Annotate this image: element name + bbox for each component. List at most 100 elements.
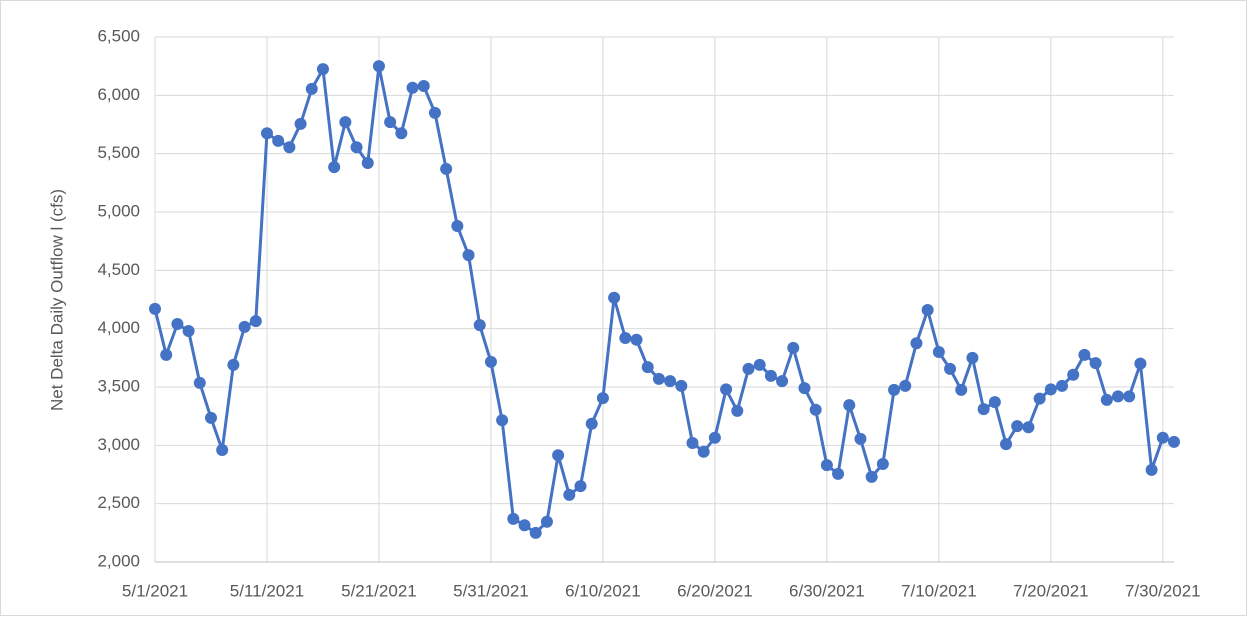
- marker: [249, 315, 262, 328]
- marker: [708, 431, 721, 444]
- marker: [1100, 393, 1113, 406]
- marker: [540, 515, 553, 528]
- x-tick-label: 5/31/2021: [453, 581, 529, 600]
- marker: [1011, 420, 1024, 433]
- marker: [518, 519, 531, 532]
- marker: [865, 470, 878, 483]
- marker: [1044, 383, 1057, 396]
- marker: [1056, 379, 1069, 392]
- marker: [283, 141, 296, 154]
- marker: [574, 480, 587, 493]
- marker: [305, 82, 318, 95]
- y-tick-label: 6,500: [97, 26, 140, 45]
- marker: [406, 81, 419, 94]
- y-tick-label: 3,500: [97, 376, 140, 395]
- marker: [787, 341, 800, 354]
- marker: [1022, 421, 1035, 434]
- marker: [238, 320, 251, 333]
- marker: [697, 445, 710, 458]
- marker: [1000, 438, 1013, 451]
- marker: [731, 404, 744, 417]
- marker: [171, 318, 184, 330]
- marker: [350, 141, 363, 154]
- marker: [260, 127, 273, 140]
- x-tick-label: 7/30/2021: [1125, 581, 1201, 600]
- marker: [921, 304, 934, 316]
- x-tick-label: 6/20/2021: [677, 581, 753, 600]
- marker: [417, 80, 430, 92]
- marker: [384, 116, 397, 129]
- y-tick-label: 4,000: [97, 318, 140, 337]
- marker: [216, 444, 229, 456]
- x-tick-label: 7/10/2021: [901, 581, 977, 600]
- x-tick-label: 5/21/2021: [341, 581, 417, 600]
- marker: [742, 362, 755, 375]
- marker: [149, 302, 161, 315]
- marker: [630, 333, 643, 346]
- marker: [1145, 463, 1158, 476]
- marker: [899, 379, 912, 392]
- marker: [1078, 348, 1091, 361]
- marker: [675, 379, 688, 392]
- marker: [339, 116, 352, 129]
- marker: [652, 372, 665, 385]
- marker: [944, 362, 957, 375]
- marker: [854, 432, 867, 445]
- marker: [440, 162, 453, 175]
- marker: [809, 403, 822, 416]
- marker: [1033, 392, 1046, 405]
- marker: [294, 117, 307, 130]
- marker: [955, 383, 968, 396]
- x-tick-label: 6/30/2021: [789, 581, 865, 600]
- marker: [910, 337, 923, 350]
- marker: [888, 383, 901, 396]
- y-tick-label: 2,000: [97, 551, 140, 570]
- marker: [160, 348, 173, 361]
- marker: [1112, 390, 1125, 403]
- marker: [619, 332, 632, 344]
- x-tick-label: 7/20/2021: [1013, 581, 1089, 600]
- marker: [361, 157, 374, 169]
- marker: [798, 382, 811, 395]
- marker: [204, 411, 217, 424]
- marker: [451, 220, 464, 232]
- marker: [977, 403, 990, 416]
- marker: [473, 319, 486, 332]
- marker: [1089, 357, 1102, 370]
- marker: [428, 106, 441, 119]
- marker: [720, 383, 733, 396]
- marker: [585, 417, 598, 430]
- y-tick-label: 2,500: [97, 493, 140, 512]
- marker: [1134, 357, 1147, 370]
- marker: [272, 134, 285, 147]
- marker: [193, 376, 206, 389]
- marker: [1168, 435, 1180, 448]
- marker: [764, 369, 777, 382]
- marker: [529, 526, 542, 539]
- y-tick-label: 3,000: [97, 435, 140, 454]
- marker: [820, 459, 833, 472]
- marker: [988, 396, 1001, 409]
- marker: [484, 355, 497, 368]
- marker: [227, 358, 240, 371]
- marker: [664, 375, 677, 388]
- y-tick-label: 4,500: [97, 260, 140, 279]
- marker: [966, 351, 979, 364]
- marker: [507, 512, 520, 525]
- marker: [328, 161, 341, 174]
- marker: [552, 449, 565, 462]
- marker: [596, 392, 609, 405]
- marker: [608, 291, 621, 304]
- marker: [641, 361, 654, 374]
- y-tick-label: 6,000: [97, 85, 140, 104]
- x-tick-label: 5/1/2021: [122, 581, 188, 600]
- marker: [843, 399, 856, 412]
- marker: [932, 346, 945, 358]
- marker: [182, 325, 195, 337]
- marker: [1156, 431, 1169, 444]
- marker: [1123, 390, 1136, 403]
- marker: [395, 127, 408, 140]
